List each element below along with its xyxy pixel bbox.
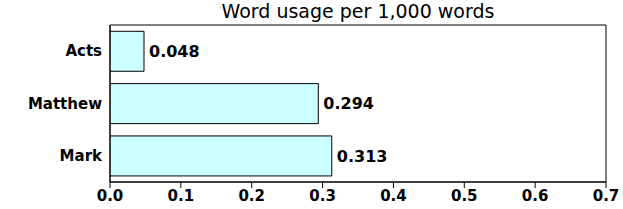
svg-text:0.2: 0.2 [238,187,265,205]
svg-text:0.048: 0.048 [149,42,200,61]
svg-text:Mark: Mark [60,147,103,165]
svg-text:0.6: 0.6 [522,187,549,205]
svg-text:Matthew: Matthew [28,95,102,113]
svg-text:Acts: Acts [65,42,102,60]
svg-text:0.7: 0.7 [593,187,615,205]
svg-text:0.5: 0.5 [451,187,478,205]
svg-text:0.3: 0.3 [309,187,336,205]
svg-text:0.0: 0.0 [97,187,124,205]
svg-text:0.4: 0.4 [380,187,407,205]
html-text:Word usage per 1,000 words: Word usage per 1,000 words [221,0,495,22]
svg-text:0.294: 0.294 [323,94,374,113]
svg-text:0.1: 0.1 [168,187,195,205]
svg-text:0.313: 0.313 [337,147,388,166]
